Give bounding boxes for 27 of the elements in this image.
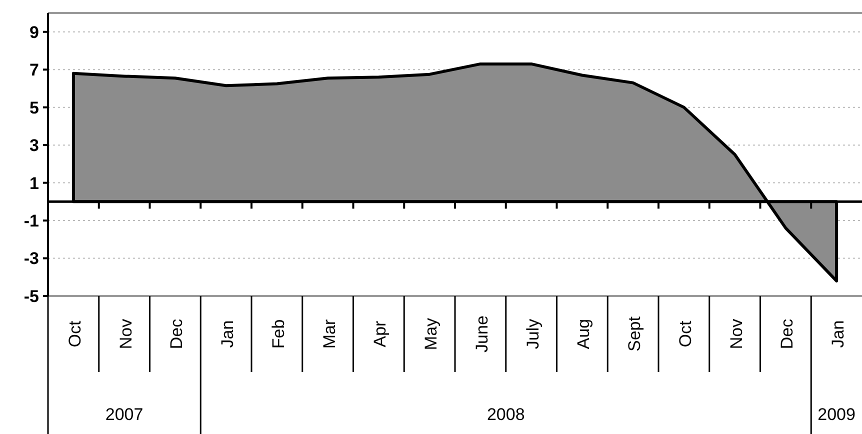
- x-tick-label: Feb: [268, 319, 288, 349]
- x-tick-label: Oct: [676, 320, 695, 348]
- x-tick-label: Dec: [778, 318, 797, 350]
- x-tick-label: June: [472, 316, 492, 352]
- y-tick-label: 9: [30, 22, 39, 42]
- x-tick-label: Sept: [625, 316, 644, 352]
- x-tick-label: Apr: [370, 320, 390, 348]
- x-tick-label: Nov: [726, 318, 746, 350]
- y-tick-label: 3: [30, 136, 39, 156]
- text: 2008: [486, 405, 525, 424]
- text: 2007: [105, 405, 144, 424]
- text: 2009: [818, 405, 856, 424]
- x-tick-label: Jan: [218, 320, 238, 348]
- x-tick-label: Nov: [116, 318, 136, 350]
- y-tick-label: 7: [30, 60, 39, 80]
- x-tick-label: July: [523, 318, 542, 350]
- x-tick-label: Dec: [167, 318, 186, 350]
- y-tick-label: -5: [24, 286, 39, 306]
- y-tick-label: -1: [24, 211, 39, 230]
- x-tick-label: Oct: [65, 320, 84, 348]
- x-tick-label: Jan: [828, 320, 848, 348]
- y-tick-label: 1: [30, 174, 39, 193]
- x-tick-label: Aug: [574, 318, 594, 350]
- x-tick-label: May: [422, 317, 441, 350]
- y-tick-label: 5: [30, 98, 39, 118]
- x-tick-label: Mar: [320, 319, 339, 349]
- y-tick-label: -3: [24, 249, 39, 268]
